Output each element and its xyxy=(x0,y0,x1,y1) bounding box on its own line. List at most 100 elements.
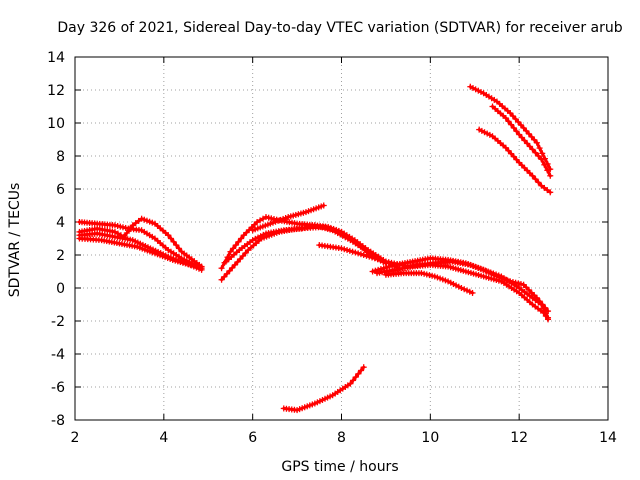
series-arc-10 xyxy=(369,255,552,315)
x-tick-label: 12 xyxy=(510,430,528,446)
data-point xyxy=(349,248,356,255)
data-point xyxy=(218,276,225,283)
data-point xyxy=(242,250,249,257)
data-point xyxy=(515,280,522,287)
data-point xyxy=(486,131,493,138)
data-point xyxy=(143,217,150,224)
data-point xyxy=(516,131,523,138)
data-point xyxy=(355,370,362,377)
chart-title: Day 326 of 2021, Sidereal Day-to-day VTE… xyxy=(57,20,622,36)
data-point xyxy=(524,140,531,147)
data-point xyxy=(141,216,148,223)
data-point xyxy=(510,124,517,131)
data-point xyxy=(544,167,551,174)
data-point xyxy=(320,202,327,209)
data-point xyxy=(533,294,540,301)
data-point xyxy=(352,374,359,381)
y-tick-label: 0 xyxy=(56,281,65,297)
data-point xyxy=(525,130,532,137)
data-point xyxy=(523,127,530,134)
data-point xyxy=(138,215,145,222)
data-point xyxy=(325,223,332,230)
data-point xyxy=(531,136,538,143)
data-point xyxy=(227,248,234,255)
series-arc-14 xyxy=(467,83,554,173)
data-point xyxy=(529,172,536,179)
data-point xyxy=(223,270,230,277)
series-arc-13 xyxy=(280,364,367,414)
data-point xyxy=(539,150,546,157)
data-point xyxy=(469,289,476,296)
data-series xyxy=(76,83,554,414)
data-point xyxy=(221,273,228,280)
data-point xyxy=(344,247,351,254)
data-point xyxy=(369,268,376,275)
data-point xyxy=(366,253,373,260)
data-point xyxy=(371,255,378,262)
data-point xyxy=(262,214,269,221)
data-point xyxy=(333,226,340,233)
x-tick-label: 14 xyxy=(599,430,617,446)
data-point xyxy=(119,224,126,231)
data-point xyxy=(265,214,272,221)
data-point xyxy=(234,258,241,265)
data-point xyxy=(230,245,237,252)
data-point xyxy=(355,250,362,257)
y-tick-label: -8 xyxy=(51,413,65,429)
data-point xyxy=(532,176,539,183)
data-point xyxy=(175,245,182,252)
x-tick-label: 6 xyxy=(248,430,257,446)
y-tick-label: 4 xyxy=(56,215,65,231)
data-point xyxy=(502,144,509,151)
data-point xyxy=(512,116,519,123)
data-point xyxy=(437,275,444,282)
data-point xyxy=(476,126,483,133)
x-tick-label: 8 xyxy=(337,430,346,446)
data-point xyxy=(298,225,305,232)
y-tick-label: -2 xyxy=(51,314,65,330)
data-point xyxy=(111,222,118,229)
data-point xyxy=(429,272,436,279)
data-point xyxy=(218,265,225,272)
data-point xyxy=(237,255,244,262)
data-point xyxy=(346,247,353,254)
data-point xyxy=(483,268,490,275)
data-point xyxy=(526,143,533,150)
series-arc-15 xyxy=(476,126,554,196)
data-point xyxy=(541,161,548,168)
data-point xyxy=(480,266,487,273)
data-point xyxy=(467,83,474,90)
data-point xyxy=(232,242,239,249)
data-point xyxy=(226,267,233,274)
data-point xyxy=(445,278,452,285)
data-point xyxy=(472,86,479,93)
data-point xyxy=(260,231,267,238)
x-axis-label: GPS time / hours xyxy=(281,459,398,475)
data-point xyxy=(173,242,180,249)
series-arc-12 xyxy=(382,270,476,296)
data-point xyxy=(502,115,509,122)
data-point xyxy=(505,118,512,125)
data-point xyxy=(463,287,470,294)
data-point xyxy=(249,237,256,244)
data-point xyxy=(146,218,153,225)
data-point xyxy=(383,264,390,271)
y-tick-label: -6 xyxy=(51,380,65,396)
y-tick-label: 2 xyxy=(56,248,65,264)
data-point xyxy=(542,304,549,311)
data-point xyxy=(239,252,246,259)
y-axis-label: SDTVAR / TECUs xyxy=(7,183,23,298)
data-point xyxy=(518,134,525,141)
data-point xyxy=(149,219,156,226)
x-tick-label: 4 xyxy=(159,430,168,446)
data-point xyxy=(458,285,465,291)
data-point xyxy=(475,87,482,94)
data-point xyxy=(536,145,543,152)
series-arc-11 xyxy=(374,261,552,323)
data-point xyxy=(545,316,552,323)
data-point xyxy=(363,252,370,259)
data-point xyxy=(254,234,261,241)
data-point xyxy=(167,235,174,242)
data-point xyxy=(418,270,425,277)
